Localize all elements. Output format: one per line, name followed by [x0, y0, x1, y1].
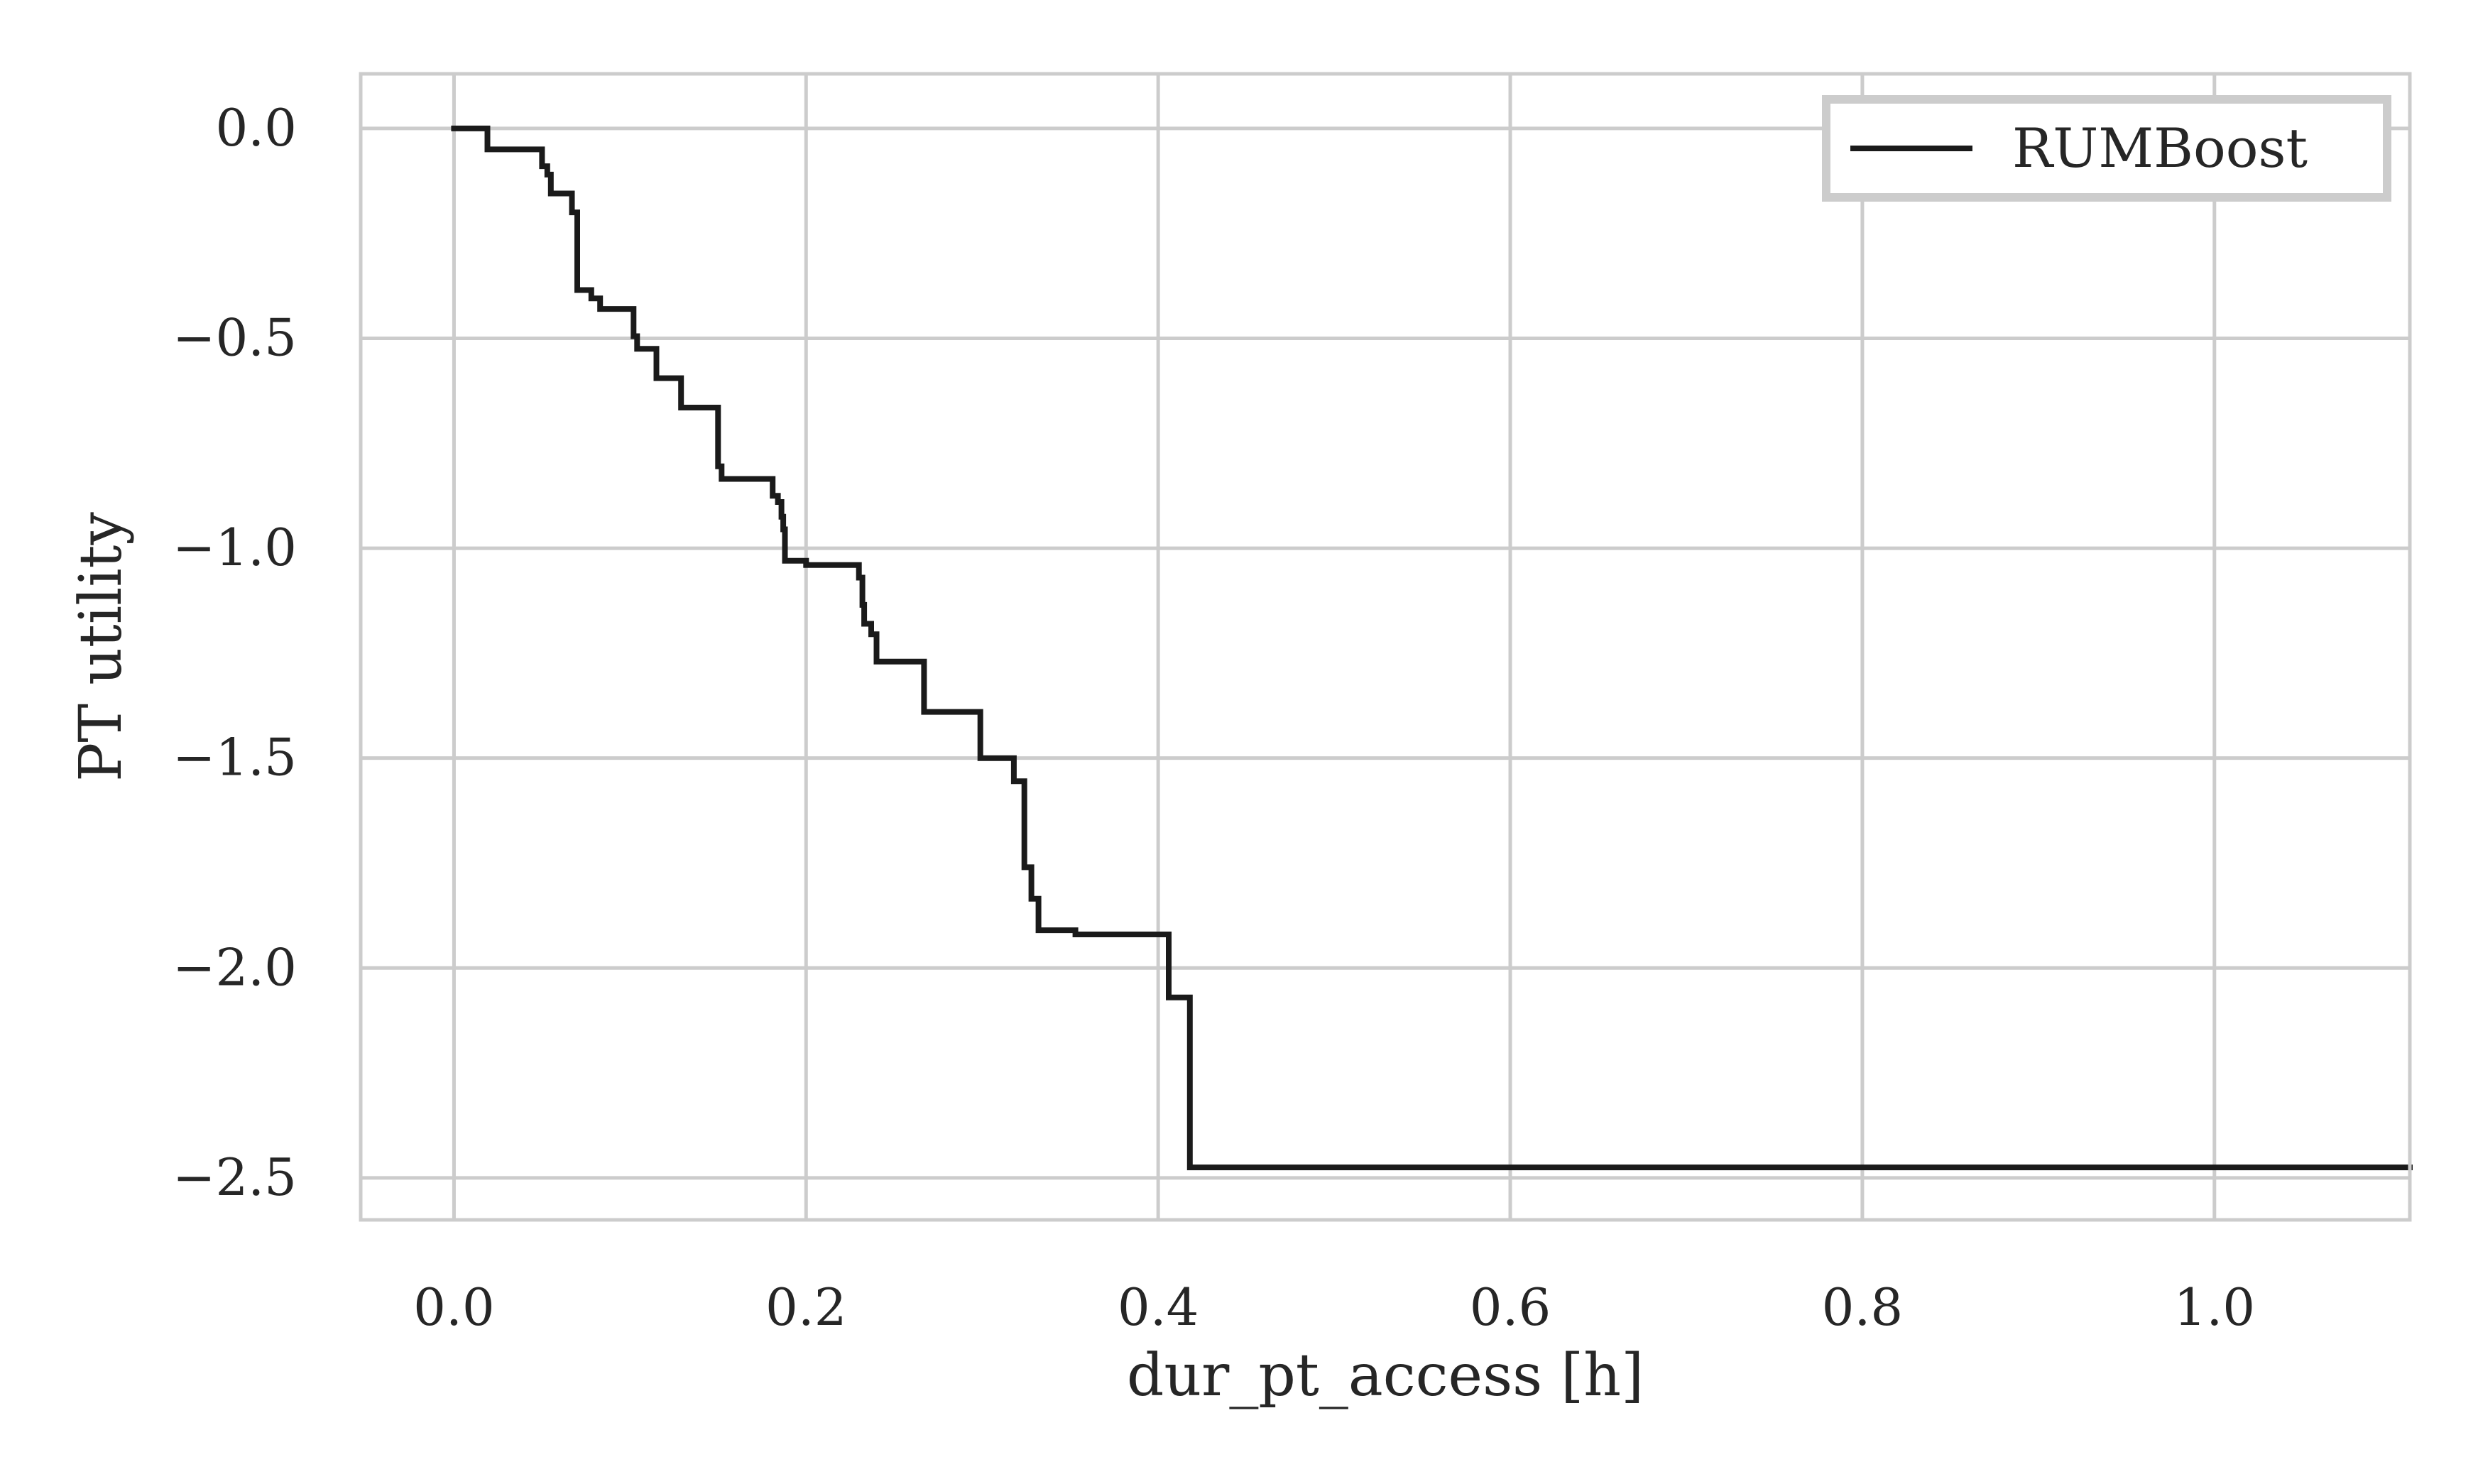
- grid-lines: [361, 74, 2410, 1220]
- y-tick-label: −1.0: [173, 518, 297, 577]
- x-tick-label: 0.4: [1118, 1277, 1199, 1337]
- y-tick-label: −0.5: [173, 307, 297, 367]
- x-tick-label: 1.0: [2174, 1277, 2256, 1337]
- x-tick-label: 0.8: [1822, 1277, 1904, 1337]
- legend: RUMBoost: [1822, 95, 2391, 202]
- y-tick-label: −2.0: [173, 937, 297, 997]
- series-line-rumboost: [451, 125, 2413, 1171]
- x-tick-labels: 0.0 0.2 0.4 0.6 0.8 1.0: [413, 1277, 2255, 1337]
- legend-label-rumboost: RUMBoost: [2012, 116, 2308, 180]
- y-tick-labels: 0.0 −0.5 −1.0 −1.5 −2.0 −2.5: [173, 98, 297, 1207]
- x-tick-label: 0.6: [1470, 1277, 1551, 1337]
- y-tick-label: −2.5: [173, 1147, 297, 1207]
- y-axis-label: PT utility: [67, 512, 135, 782]
- series-layer: [451, 125, 2413, 1171]
- x-tick-label: 0.2: [765, 1277, 847, 1337]
- x-axis-label: dur_pt_access [h]: [1127, 1342, 1644, 1409]
- y-tick-label: −1.5: [173, 728, 297, 787]
- x-tick-label: 0.0: [413, 1277, 495, 1337]
- y-tick-label: 0.0: [215, 98, 297, 158]
- plot-frame: [359, 72, 2412, 1222]
